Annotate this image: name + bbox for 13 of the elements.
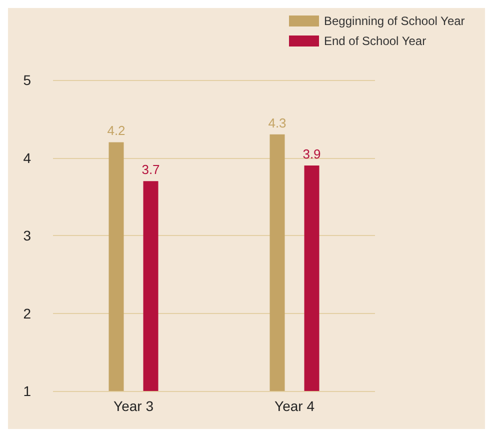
x-tick-label: Year 4 — [274, 398, 315, 414]
data-label: 3.9 — [302, 146, 321, 162]
legend-label: End of School Year — [324, 34, 426, 48]
y-tick-label: 5 — [23, 72, 32, 88]
data-label: 3.7 — [142, 162, 160, 178]
data-label: 4.2 — [107, 123, 126, 138]
y-tick-label: 4 — [23, 150, 32, 166]
y-tick-label: 2 — [23, 305, 32, 322]
y-tick-label: 3 — [23, 228, 32, 244]
y-tick-label: 1 — [23, 383, 32, 399]
legend-label: Begginning of School Year — [324, 14, 465, 28]
data-label: 4.3 — [268, 115, 286, 130]
x-tick-label: Year 3 — [114, 398, 154, 414]
